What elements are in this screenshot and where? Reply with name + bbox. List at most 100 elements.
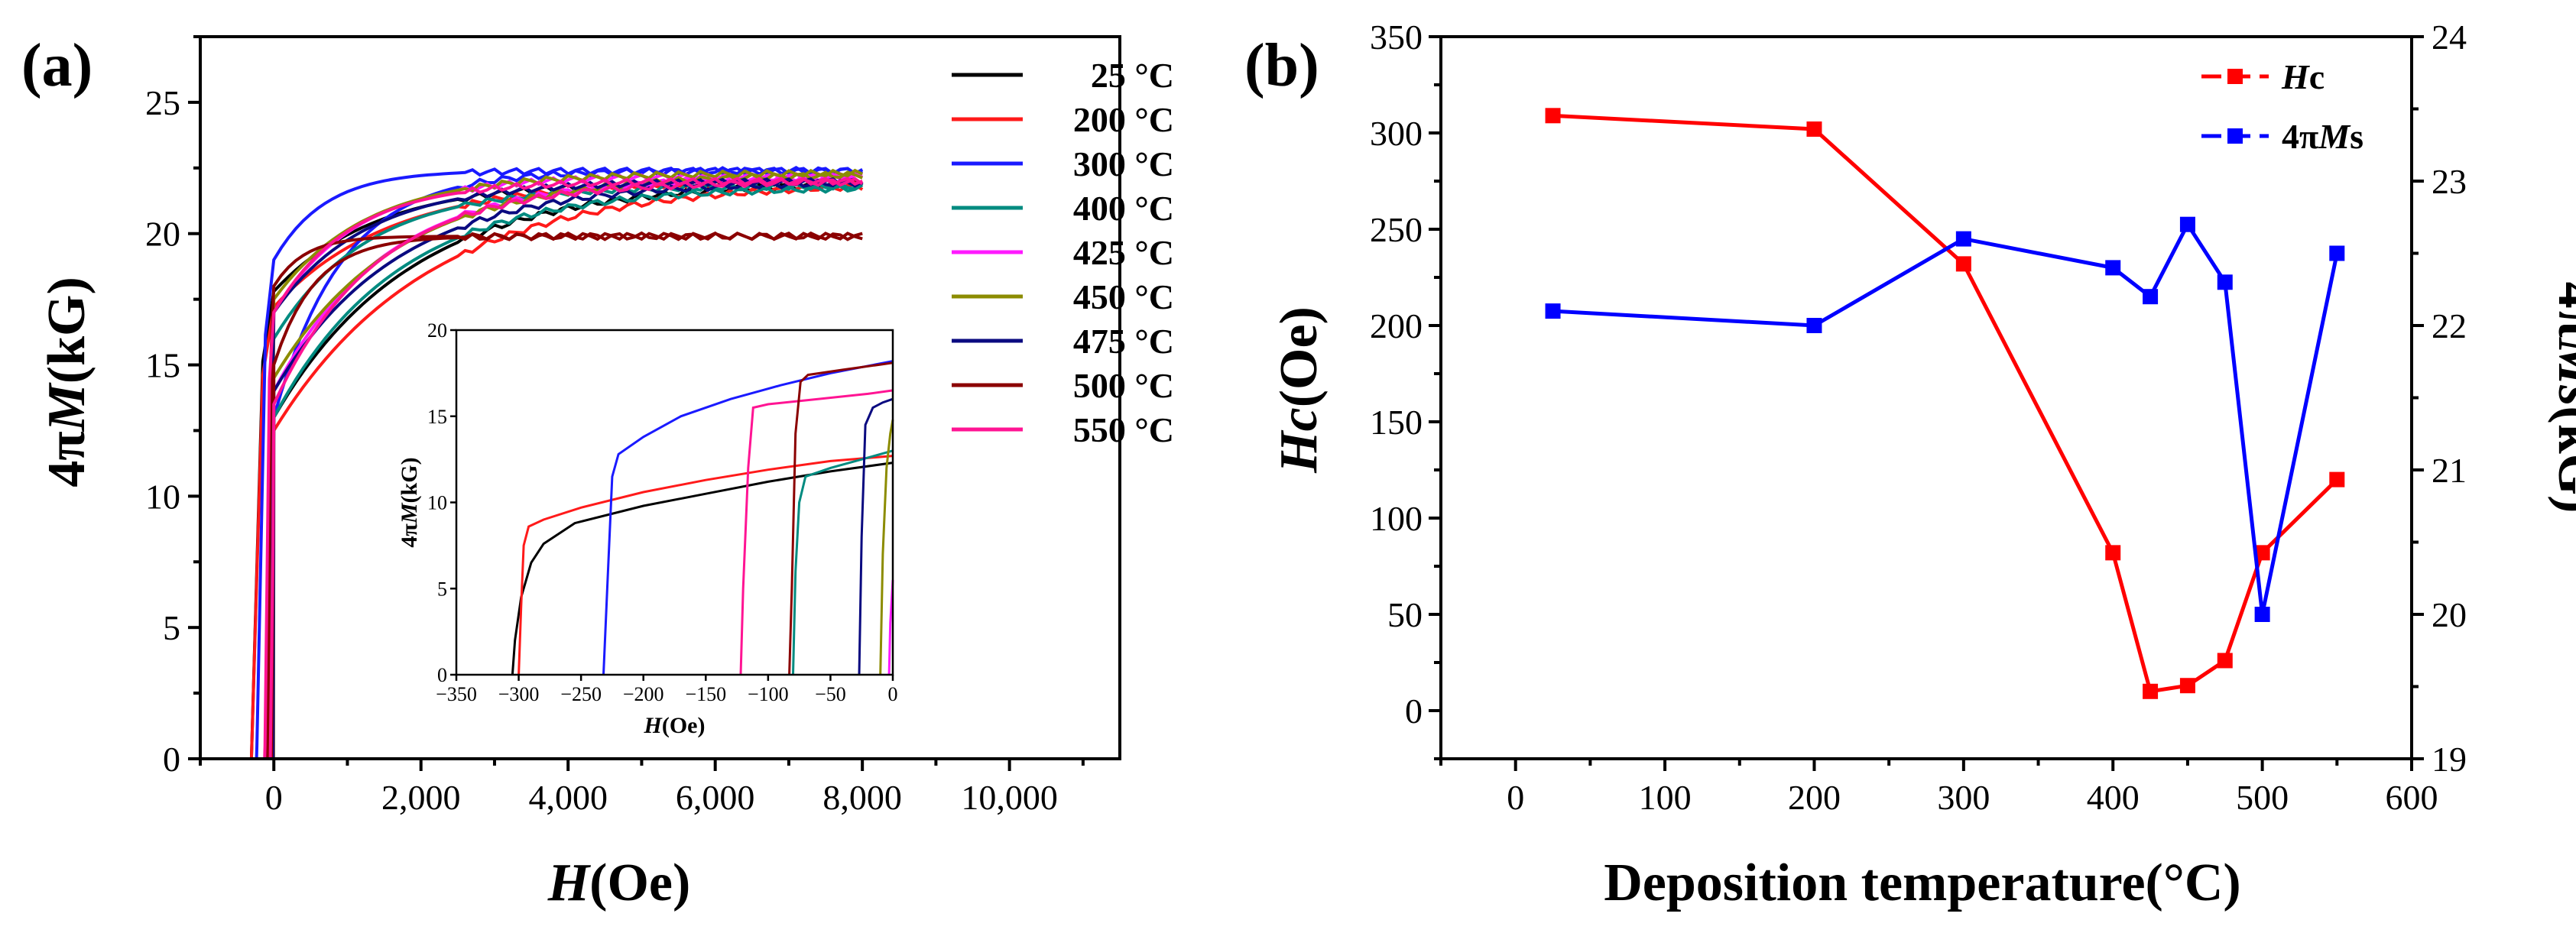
panel-a-x-tick-label: 6,000: [676, 778, 755, 817]
panel-a-x-tick-label: 2,000: [381, 778, 461, 817]
panel-a-inset-x-tick-label: −150: [685, 683, 726, 705]
panel-a-legend: 25 °C 200 °C 300 °C 400 °C 425 °C 450 °C 475 °…: [952, 56, 1174, 449]
panel-b: (b) 0 100 200 300 400 500 600 0 50 100 150 200 250 3…: [1244, 18, 2576, 912]
panel-b-y-axis-title-var: Hc: [1270, 407, 1329, 474]
panel-b-y2-tick-label: 23: [2432, 162, 2467, 201]
panel-b-y-axis-title: Hc(Oe): [1270, 306, 1329, 474]
panel-a-y-axis-title-unit: (kG): [37, 277, 96, 384]
panel-a-x-tick-label: 4,000: [528, 778, 608, 817]
panel-a-inset-y-axis-title-pre: 4π: [397, 523, 422, 548]
panel-a-inset-x-tick-label: 0: [888, 683, 898, 705]
panel-b-legend: Hc 4πMs: [2201, 57, 2363, 156]
panel-a-legend-label-7: 500 °C: [1073, 366, 1174, 405]
panel-a-x-ticks: 0 2,000 4,000 6,000 8,000 10,000: [199, 759, 1085, 817]
panel-a-legend-label-0: 25 °C: [1091, 56, 1174, 95]
panel-b-legend-label-1: 4πMs: [2282, 117, 2363, 156]
panel-b-series-0-point: [2105, 545, 2121, 561]
panel-a-y-axis-title-pre: 4π: [37, 431, 96, 487]
panel-a-inset-y-axis-title-var: M: [397, 502, 422, 524]
panel-b-y-tick-label: 150: [1370, 403, 1423, 442]
panel-a-legend-label-1: 200 °C: [1073, 100, 1174, 139]
panel-a-legend-label-2: 300 °C: [1073, 144, 1174, 183]
panel-b-y-tick-label: 300: [1370, 114, 1423, 153]
panel-b-x-tick-label: 300: [1937, 778, 1990, 817]
panel-b-y2-tick-label: 24: [2432, 18, 2467, 57]
panel-b-y2-axis-title: 4πMs(kG): [2547, 282, 2576, 513]
panel-b-x-axis-title: Deposition temperature(°C): [1604, 854, 2240, 912]
panel-b-legend-label-0: Hc: [2281, 57, 2325, 96]
panel-b-series-1-point: [2105, 260, 2121, 276]
panel-b-series: [1545, 108, 2345, 699]
panel-b-x-ticks: 0 100 200 300 400 500 600: [1439, 759, 2438, 817]
panel-a-inset: −350 −300 −250 −200 −150 −100 −50 0 0 5 10 15 20 H(Oe…: [397, 319, 898, 738]
panel-a-y-tick-label: 5: [163, 608, 180, 647]
panel-a-x-tick-label: 10,000: [961, 778, 1058, 817]
panel-b-series-0-point: [1806, 121, 1822, 137]
panel-a-inset-curve-2: [602, 360, 894, 675]
panel-a-inset-y-tick-label: 0: [437, 664, 447, 686]
panel-a-y-tick-label: 20: [145, 215, 180, 254]
panel-b-y2-axis-title-pre: 4π: [2547, 282, 2576, 338]
panel-b-y-ticks: 0 50 100 150 200 250 300 350: [1370, 18, 1441, 760]
panel-b-legend-label-pre: 4π: [2282, 117, 2318, 156]
panel-a-inset-curve-6: [858, 397, 894, 675]
panel-b-legend-label-var: H: [2281, 57, 2310, 96]
panel-a-legend-label-5: 450 °C: [1073, 277, 1174, 316]
panel-b-series-0-point: [2217, 653, 2233, 669]
panel-b-y-axis-title-unit: (Oe): [1270, 306, 1329, 407]
panel-b-series-1-point: [1955, 231, 1971, 247]
panel-a-y-axis-title: 4πM(kG): [37, 277, 96, 488]
panel-b-x-tick-label: 600: [2386, 778, 2438, 817]
panel-b-series-1-point: [2254, 607, 2270, 622]
panel-b-series-1-point: [2217, 274, 2233, 290]
panel-a-inset-curve-5: [792, 449, 894, 675]
panel-b-series-0-point: [1545, 108, 1561, 124]
panel-b-y-tick-label: 200: [1370, 306, 1423, 345]
panel-b-series-0-point: [2143, 683, 2159, 699]
panel-b-series-1-point: [1806, 318, 1822, 333]
panel-b-x-tick-label: 0: [1507, 778, 1524, 817]
panel-b-legend-marker-1: [2227, 128, 2243, 144]
panel-b-x-tick-label: 100: [1639, 778, 1692, 817]
panel-a-inset-x-tick-label: −350: [436, 683, 477, 705]
panel-a-inset-x-tick-label: −300: [498, 683, 540, 705]
panel-a-inset-x-tick-label: −100: [748, 683, 789, 705]
panel-b-series-1-point: [2143, 289, 2159, 305]
panel-b-x-tick-label: 500: [2236, 778, 2289, 817]
panel-a-y-ticks: 0 5 10 15 20 25: [145, 35, 200, 779]
panel-b-x-tick-label: 200: [1788, 778, 1841, 817]
panel-b-series-1-point: [2329, 245, 2345, 261]
panel-b-y-tick-label: 350: [1370, 18, 1423, 57]
panel-b-y2-tick-label: 19: [2432, 740, 2467, 779]
panel-b-x-tick-label: 400: [2087, 778, 2140, 817]
panel-b-series-0-point: [2329, 471, 2345, 488]
panel-a-legend-label-8: 550 °C: [1073, 410, 1174, 449]
panel-b-label: (b): [1244, 32, 1319, 99]
panel-a-y-tick-label: 0: [163, 740, 180, 779]
panel-b-legend-label-rest: c: [2309, 57, 2325, 96]
panel-a-inset-x-tick-label: −50: [815, 683, 846, 705]
panel-a-inset-x-tick-label: −200: [623, 683, 664, 705]
panel-a-inset-curve-1: [517, 455, 894, 675]
panel-a-inset-x-tick-label: −250: [560, 683, 602, 705]
panel-b-series-0-point: [2254, 545, 2270, 561]
panel-a-x-axis-title-unit: (Oe): [589, 854, 690, 912]
panel-a-inset-y-tick-label: 10: [427, 492, 447, 514]
panel-a-inset-background: [456, 330, 893, 675]
panel-a-legend-label-4: 425 °C: [1073, 233, 1174, 272]
panel-a-inset-y-axis-title: 4πM(kG): [397, 457, 422, 547]
panel-a-inset-curve-7: [879, 420, 894, 675]
panel-b-y-tick-label: 100: [1370, 499, 1423, 538]
panel-b-y2-tick-label: 21: [2432, 451, 2467, 490]
panel-a-y-tick-label: 15: [145, 346, 180, 385]
panel-a-inset-x-axis-title: H(Oe): [644, 713, 706, 738]
panel-a-inset-y-tick-label: 5: [437, 578, 447, 600]
panel-a-inset-y-tick-label: 15: [427, 406, 447, 428]
panel-a-axes-frame: [199, 35, 1121, 760]
panel-b-y-tick-label: 0: [1405, 692, 1423, 731]
panel-a-inset-curve-0: [511, 462, 894, 675]
panel-b-series-1-point: [1545, 303, 1561, 319]
panel-b-y2-axis-title-var: M: [2547, 337, 2576, 387]
